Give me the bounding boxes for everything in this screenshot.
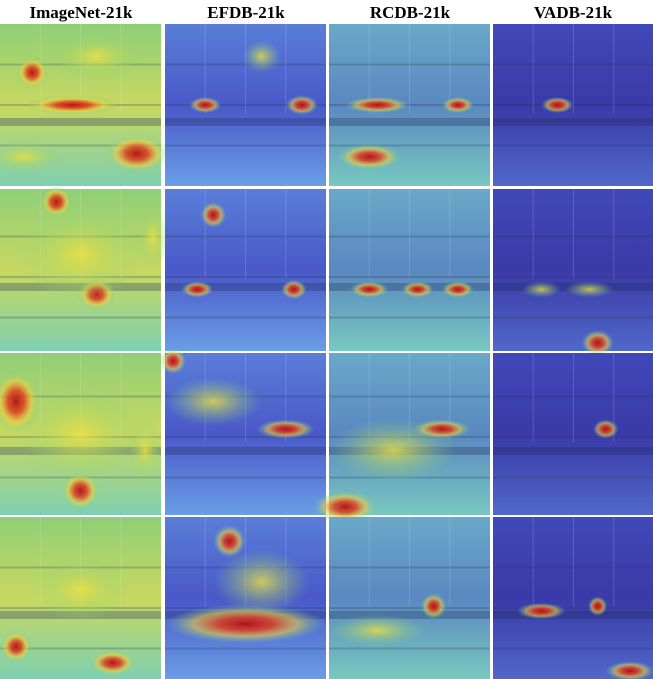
heatmap-image [329, 189, 490, 351]
heat-blob [189, 97, 221, 113]
heat-blob [89, 650, 137, 676]
heat-blob [181, 281, 213, 297]
heat-blob [442, 97, 474, 113]
shelf-edge [0, 118, 161, 126]
heatmap-image [165, 189, 326, 351]
shelf-edge [493, 447, 653, 455]
heatmap-grid: ImageNet-21k EFDB-21k RCDB-21k VADB-21k [0, 0, 653, 679]
shelf-edge [493, 611, 653, 619]
heat-blob [129, 418, 161, 483]
heat-blob [522, 281, 561, 297]
heatmap-image [329, 517, 490, 679]
heatmap-image [493, 353, 653, 515]
heat-blob [165, 377, 262, 426]
heat-blob [517, 603, 565, 619]
heatmap-image [165, 517, 326, 679]
heat-blob [160, 348, 186, 374]
heat-blob [337, 144, 401, 170]
heatmap-image [0, 353, 161, 515]
heatmap-image [493, 24, 653, 186]
heat-blob [200, 202, 226, 228]
heat-blob [16, 56, 48, 88]
heatmap-image [329, 24, 490, 186]
heat-blob [593, 419, 619, 438]
heat-blob [350, 281, 389, 297]
heatmap-image [493, 189, 653, 356]
figure: ImageNet-21k EFDB-21k RCDB-21k VADB-21k [0, 0, 653, 679]
heat-blob [16, 205, 145, 302]
column-header: ImageNet-21k [30, 3, 133, 22]
heatmap-image [313, 353, 490, 523]
heat-blob [16, 385, 145, 482]
heatmap-image [493, 517, 653, 679]
shelf-edge [493, 118, 653, 126]
heat-blob [281, 280, 307, 299]
heat-blob [32, 558, 129, 623]
heatmap-image [0, 186, 169, 351]
heat-blob [242, 40, 281, 72]
heat-blob [257, 419, 315, 438]
column-header: RCDB-21k [370, 3, 451, 22]
heat-blob [0, 630, 32, 662]
column-header: VADB-21k [534, 3, 613, 22]
heat-blob [286, 95, 318, 114]
heatmap-image [165, 24, 326, 186]
heat-blob [582, 330, 614, 356]
heat-blob [105, 134, 169, 173]
heat-blob [442, 281, 474, 297]
heatmap-image [160, 348, 326, 515]
heat-blob [329, 418, 458, 483]
shelf-edge [165, 447, 326, 455]
heat-blob [401, 281, 433, 297]
heat-blob [329, 614, 426, 646]
heat-blob [48, 32, 145, 81]
heatmap-image [0, 517, 161, 679]
column-header: EFDB-21k [207, 3, 285, 22]
heat-blob [565, 281, 613, 297]
heatmap-image [0, 24, 169, 186]
heat-blob [213, 549, 310, 614]
heat-blob [345, 97, 409, 113]
heat-blob [137, 205, 169, 270]
heat-blob [588, 596, 607, 615]
shelf-edge [329, 118, 490, 126]
heat-blob [541, 97, 573, 113]
heat-blob [24, 95, 121, 114]
shelf-edge [165, 118, 326, 126]
heat-blob [421, 593, 447, 619]
